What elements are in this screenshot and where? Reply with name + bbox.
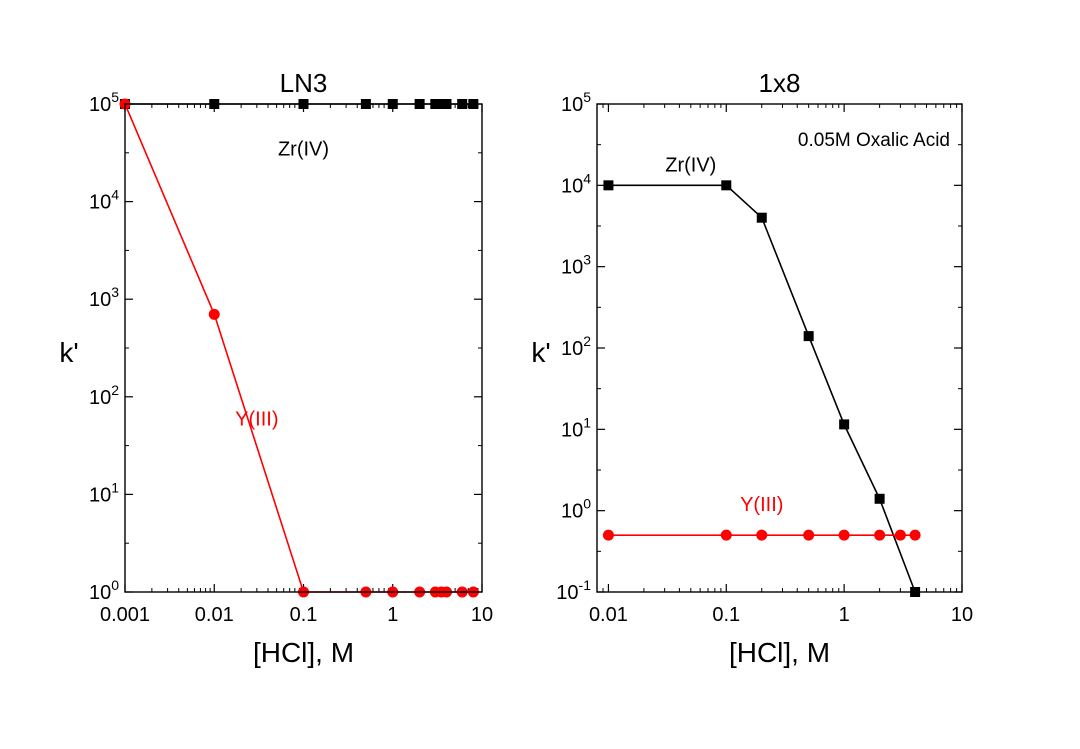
data-point-square (874, 493, 885, 504)
x-tick-label: 10 (951, 604, 973, 626)
data-point-square (603, 180, 614, 191)
series-label: Y(III) (235, 408, 278, 430)
data-point-circle (803, 529, 815, 541)
data-point-circle (874, 529, 886, 541)
y-tick-label: 10-1 (556, 577, 591, 604)
chart-title: 1x8 (759, 68, 801, 98)
data-point-square (839, 419, 850, 430)
x-tick-label: 1 (839, 604, 850, 626)
x-axis-title: [HCl], M (253, 637, 354, 668)
y-tick-label: 103 (561, 252, 591, 279)
x-tick-label: 1 (387, 604, 398, 626)
y-tick-label: 105 (561, 89, 591, 116)
data-point-circle (756, 529, 768, 541)
data-point-circle (720, 529, 732, 541)
x-axis-title: [HCl], M (729, 637, 830, 668)
data-point-square (721, 180, 732, 191)
x-tick-label: 0.01 (195, 604, 234, 626)
x-tick-label: 0.1 (712, 604, 740, 626)
series-label: Zr(IV) (665, 155, 716, 177)
y-tick-label: 100 (561, 496, 591, 523)
y-tick-label: 103 (89, 284, 119, 311)
series-line-2 (124, 103, 474, 593)
data-point-square (803, 331, 814, 342)
y-tick-label: 102 (89, 382, 119, 409)
chart-panel-2: 1x8 0.01 0.1 1 10 10-1 100 101 102 103 104 105 [HCl]… (531, 68, 973, 668)
data-point-circle (909, 529, 921, 541)
data-point-circle (208, 308, 220, 320)
data-point-circle (894, 529, 906, 541)
y-axis-title: k' (59, 337, 78, 368)
data-point-circle (602, 529, 614, 541)
y-tick-label: 104 (89, 187, 119, 214)
y-tick-label: 102 (561, 333, 591, 360)
chart-title: LN3 (280, 68, 328, 98)
y-tick-label: 100 (89, 577, 119, 604)
chart-annotation: 0.05M Oxalic Acid (798, 130, 950, 151)
series-label: Zr(IV) (278, 138, 329, 160)
x-tick-label: 10 (471, 604, 493, 626)
data-point-square (756, 212, 767, 223)
x-tick-label: 0.001 (100, 604, 150, 626)
y-tick-label: 104 (561, 170, 591, 197)
plot-frame (124, 103, 483, 593)
chart-panel-1: LN3 0.001 0.01 0.1 1 10 100 101 102 103 104 105 [HCl… (59, 68, 493, 668)
y-tick-label: 101 (561, 414, 591, 441)
y-tick-label: 105 (89, 89, 119, 116)
data-point-circle (838, 529, 850, 541)
y-axis-title: k' (531, 337, 550, 368)
y-tick-label: 101 (89, 479, 119, 506)
series-label: Y(III) (740, 494, 783, 516)
x-tick-label: 0.01 (589, 604, 628, 626)
x-tick-label: 0.1 (290, 604, 318, 626)
plot-frame (596, 103, 963, 593)
